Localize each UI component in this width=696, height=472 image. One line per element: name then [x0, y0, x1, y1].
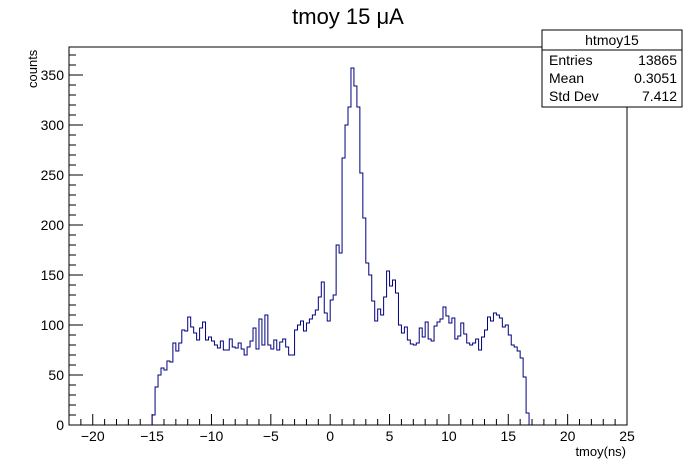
y-tick-label: 0 — [56, 417, 64, 433]
y-tick-label: 250 — [41, 167, 65, 183]
y-tick-label: 350 — [41, 67, 65, 83]
y-tick-label: 300 — [41, 117, 65, 133]
x-tick-label: −15 — [140, 428, 164, 444]
y-tick-label: 50 — [48, 367, 64, 383]
x-tick-label: 10 — [441, 428, 457, 444]
stats-entries-value: 13865 — [638, 52, 677, 68]
y-tick-label: 200 — [41, 217, 65, 233]
x-tick-label: −20 — [81, 428, 105, 444]
chart-title: tmoy 15 μA — [292, 4, 404, 29]
chart-title-unit: μA — [377, 4, 405, 29]
x-tick-label: −5 — [263, 428, 279, 444]
x-tick-label: 0 — [326, 428, 334, 444]
y-axis-label: counts — [25, 49, 40, 88]
chart-title-main: tmoy 15 — [292, 4, 376, 29]
y-axis: 0 50 100 150 200 250 300 350 — [41, 54, 83, 433]
stats-name: htmoy15 — [585, 32, 639, 48]
stats-box: htmoy15 Entries 13865 Mean 0.3051 Std De… — [541, 29, 683, 108]
stats-mean-label: Mean — [549, 70, 584, 86]
x-axis-label: tmoy(ns) — [575, 444, 626, 459]
y-tick-label: 100 — [41, 317, 65, 333]
stats-entries-label: Entries — [549, 52, 593, 68]
stats-stddev-label: Std Dev — [549, 88, 599, 104]
x-tick-label: −10 — [200, 428, 224, 444]
stats-stddev-value: 7.412 — [642, 88, 677, 104]
x-tick-label: 15 — [500, 428, 516, 444]
x-tick-label: 5 — [386, 428, 394, 444]
plot-frame — [68, 46, 628, 426]
y-tick-label: 150 — [41, 267, 65, 283]
stats-mean-value: 0.3051 — [634, 70, 677, 86]
x-tick-label: 25 — [619, 428, 635, 444]
histogram-line — [151, 67, 530, 425]
x-tick-label: 20 — [560, 428, 576, 444]
x-axis: −20 −15 −10 −5 0 5 10 15 20 25 — [68, 414, 635, 444]
